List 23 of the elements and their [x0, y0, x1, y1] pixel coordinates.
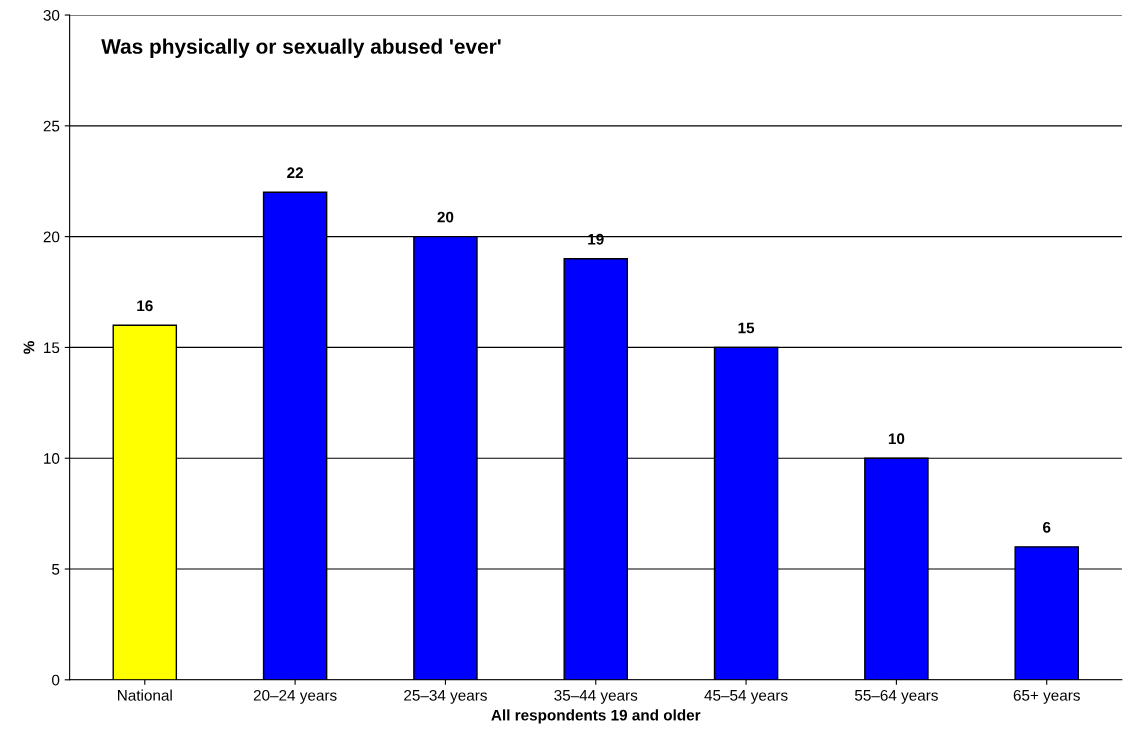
x-tick-label: 35–44 years [554, 689, 638, 704]
data-label: 6 [1043, 521, 1051, 533]
x-tick-label: 55–64 years [854, 689, 938, 704]
y-tick-label: 30 [43, 9, 60, 21]
x-tick-label: 45–54 years [704, 690, 788, 704]
y-tick-label: 20 [43, 231, 60, 243]
data-label: 10 [888, 433, 905, 445]
y-tick-label: 15 [44, 342, 60, 354]
x-tick-label: National [118, 689, 172, 701]
x-tick-label: 65+ years [1013, 689, 1080, 704]
y-tick-label: 10 [44, 453, 60, 464]
x-tick-label: 20–24 years [253, 689, 337, 704]
y-axis-title: % [23, 341, 35, 354]
y-tick-label: 0 [52, 674, 60, 686]
y-tick-label: 5 [52, 564, 60, 575]
data-label: 16 [137, 300, 153, 312]
data-label: 22 [287, 167, 303, 179]
text: Was physically or sexually abused 'ever' [101, 38, 501, 58]
data-label: 15 [738, 322, 755, 334]
x-axis-title: All respondents 19 and older [491, 709, 701, 724]
x-tick-label: 25–34 years [404, 689, 487, 704]
y-tick-label: 25 [43, 120, 60, 132]
data-label: 20 [437, 211, 454, 223]
